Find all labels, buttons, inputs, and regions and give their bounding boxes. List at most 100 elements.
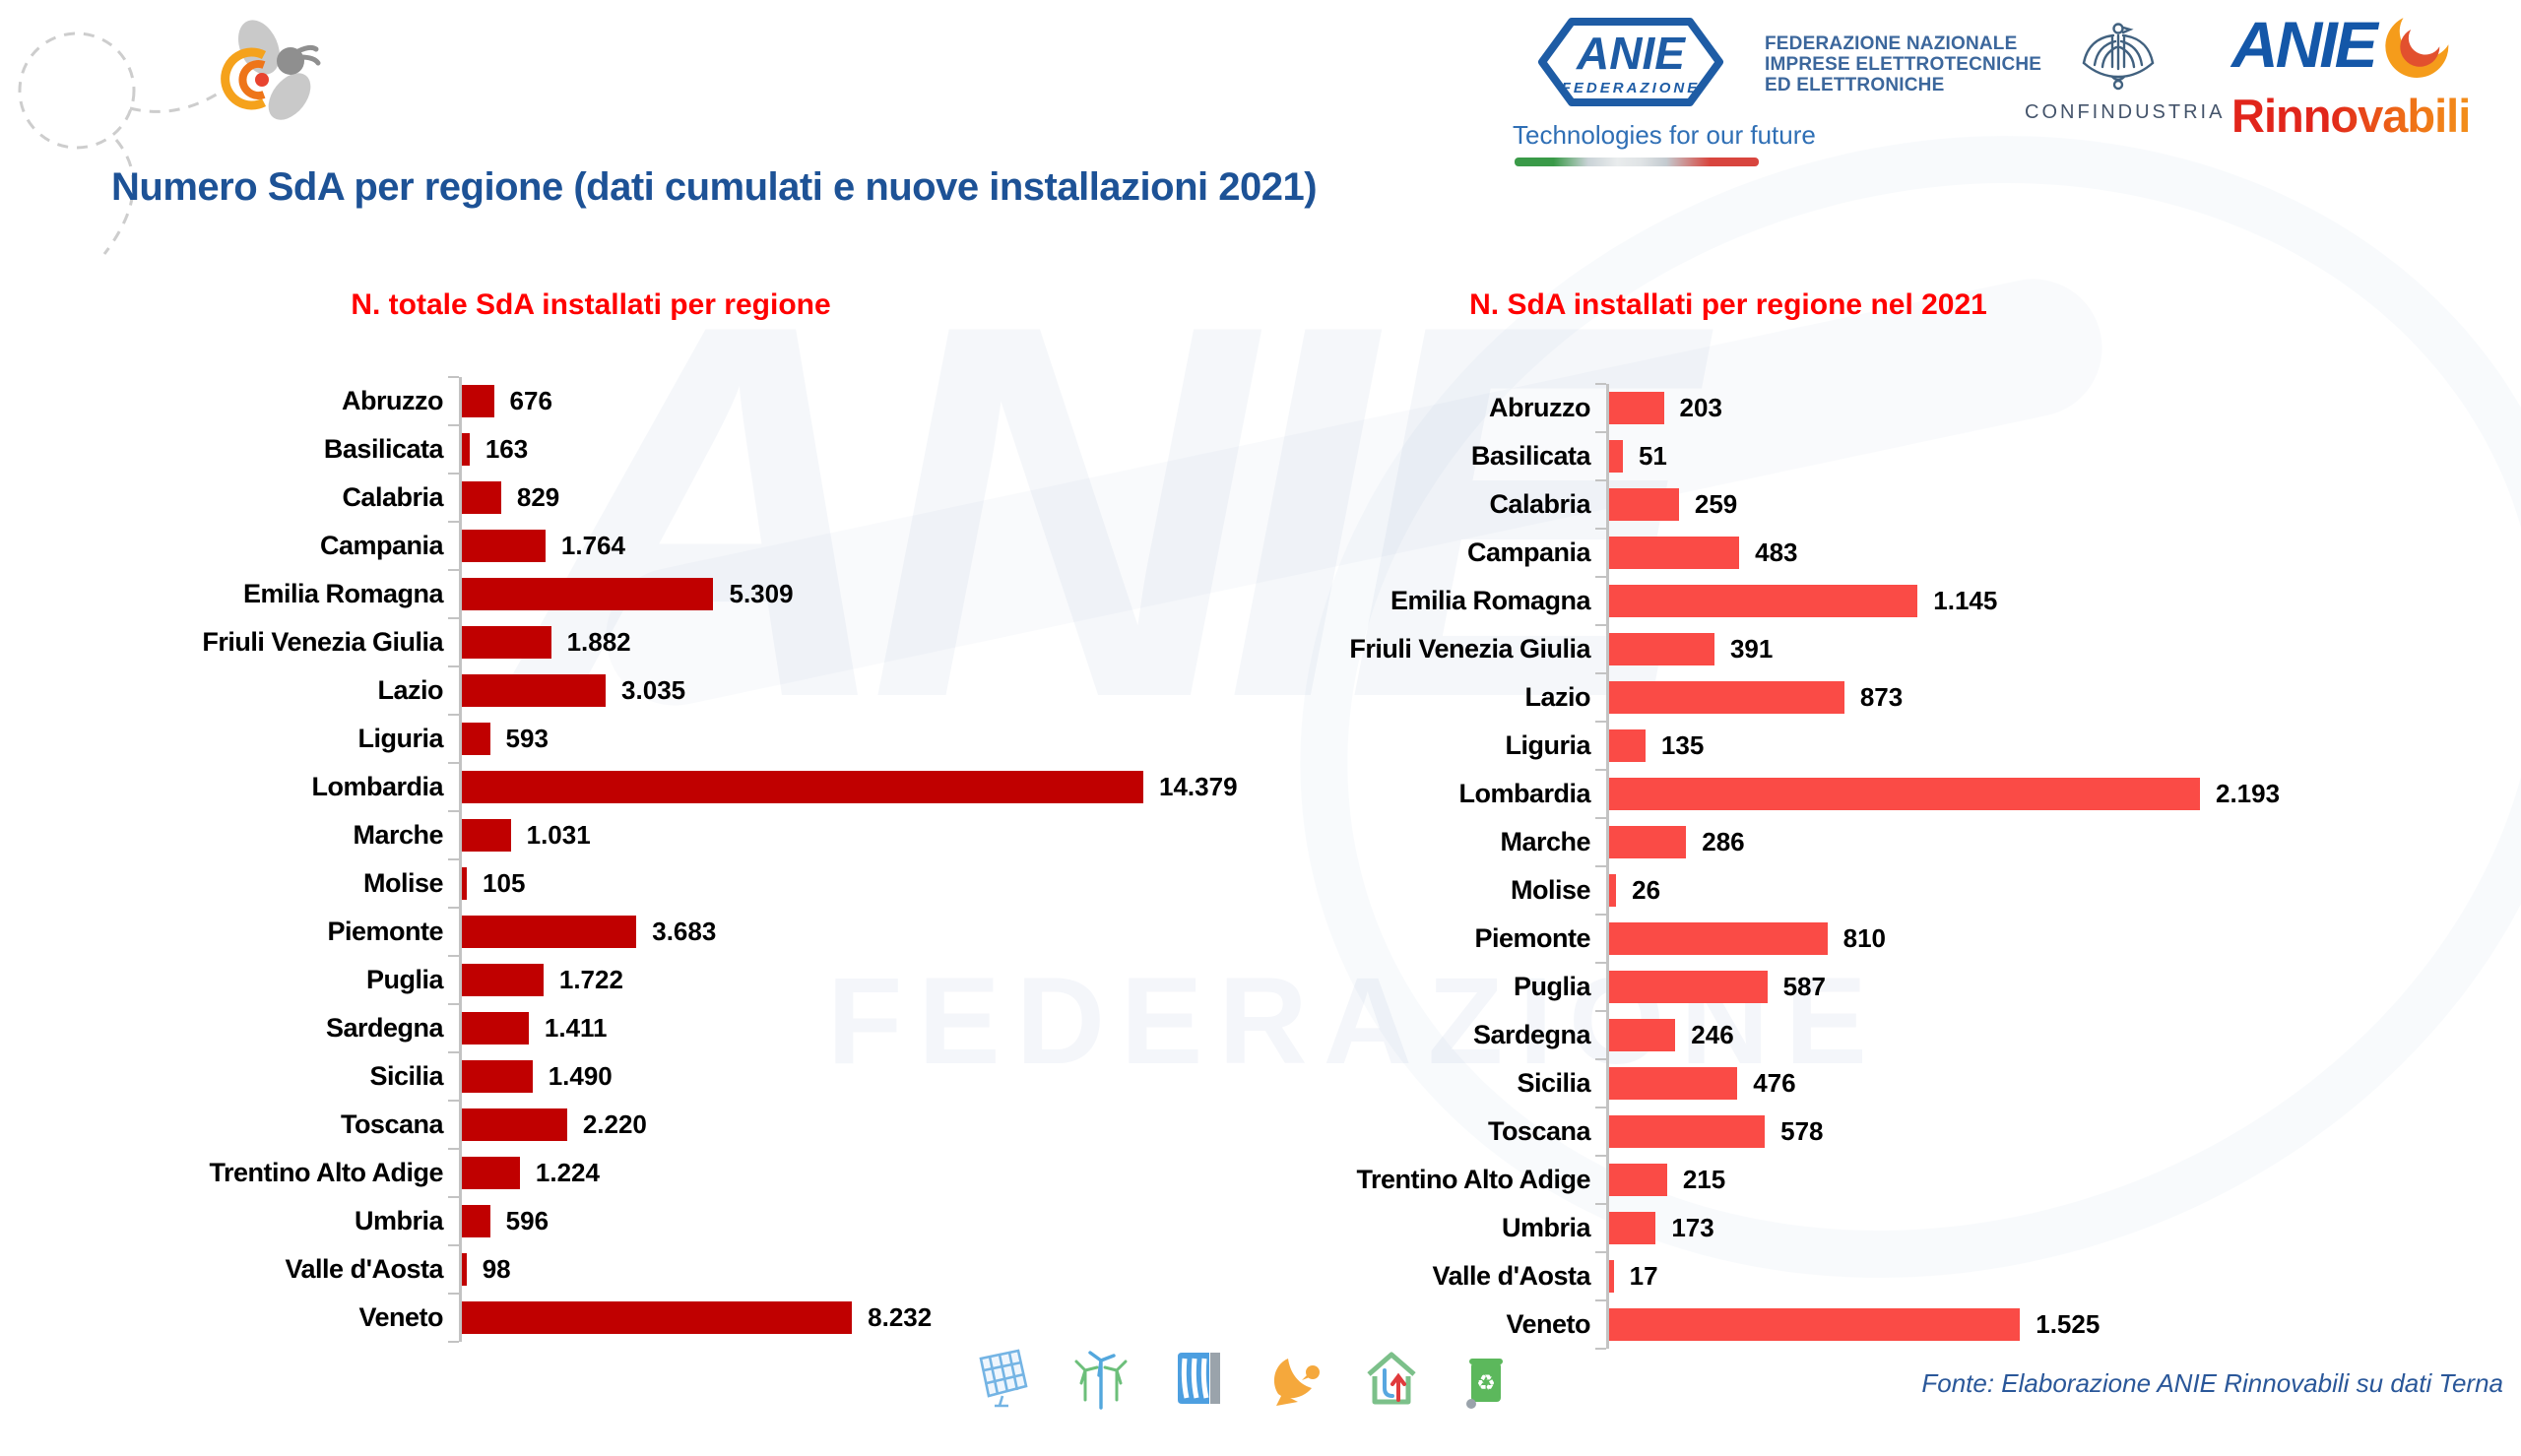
value-label: 135 [1660,730,1705,760]
rinnovabili-text: Rinnovabili [2231,93,2517,139]
value-label: 17 [1629,1261,1658,1291]
axis-tick [1595,576,1606,578]
anie-federazione-tagline: FEDERAZIONE NAZIONALE IMPRESE ELETTROTEC… [1765,33,2041,95]
bar [1609,1212,1656,1244]
category-label: Toscana [340,1109,444,1139]
anie-federazione-logo: ANIE FEDERAZIONE [1538,18,1723,106]
value-label: 676 [509,386,552,415]
axis-tick [1595,1107,1606,1108]
axis-tick [448,569,459,571]
category-label: Toscana [1487,1116,1591,1146]
bar [1609,1019,1676,1051]
value-label: 1.882 [566,627,631,657]
value-label: 483 [1755,538,1798,567]
chart-cumulative: Abruzzo 676 Basilicata 163 Calabria 829 Campan… [148,376,1238,1343]
value-label: 1.224 [535,1158,600,1187]
value-label: 2.220 [582,1109,647,1139]
chart-row: Emilia Romagna 5.309 [148,569,1143,618]
axis-tick [448,1100,459,1102]
source-note: Fonte: Elaborazione ANIE Rinnovabili su … [1921,1368,2503,1398]
chart-row: Toscana 578 [1295,1107,2200,1156]
category-label: Puglia [1513,972,1591,1001]
bar [1609,1164,1667,1196]
axis-tick [448,1148,459,1150]
category-label: Puglia [365,965,444,994]
renewables-icon-strip: ♻ [973,1343,1507,1410]
chart-row: Veneto 1.525 [1295,1299,2200,1350]
bar [1609,729,1646,762]
chart-row: Liguria 593 [148,714,1143,763]
axis-tick [1595,479,1606,481]
rinnovabili-crescent-icon [2385,18,2448,78]
bar [462,1301,853,1334]
value-label: 593 [505,724,549,753]
bar [462,1205,490,1237]
recycle-bin-icon: ♻ [1466,1359,1503,1409]
axis-tick [448,858,459,860]
chart-row: Sicilia 476 [1295,1058,2200,1108]
chart-row: Veneto 8.232 [148,1293,1143,1343]
heat-pump-house-icon [1367,1352,1416,1405]
bar [1609,1115,1766,1148]
axis-tick [1595,962,1606,964]
axis-tick [448,762,459,764]
value-label: 587 [1782,972,1826,1001]
category-label: Lombardia [1458,779,1590,808]
category-label: Sardegna [325,1013,444,1043]
axis-tick [1595,721,1606,723]
axis-tick [448,810,459,812]
value-label: 105 [483,868,526,898]
axis-tick [448,1051,459,1053]
chart-row: Piemonte 3.683 [148,907,1143,956]
chart-rows: Abruzzo 203 Basilicata 51 Calabria 259 Campani… [1295,383,2280,1350]
chart-row: Campania 1.764 [148,521,1143,570]
axis-tick [1595,1058,1606,1060]
bar [462,530,546,562]
bee-flight-path-graphic [18,20,321,255]
axis-tick [1595,865,1606,867]
value-label: 391 [1729,634,1774,664]
dashed-trail-to-bee [129,89,224,113]
anie-rinnovabili-logo: ANIE Rinnovabili [2231,12,2517,139]
chart-row: Valle d'Aosta 98 [148,1244,1143,1294]
chart-row: Molise 105 [148,858,1143,908]
category-label: Calabria [342,482,443,512]
axis-tick [448,376,459,378]
bar [462,1253,467,1286]
value-label: 3.683 [652,917,717,946]
chart-row: Abruzzo 203 [1295,383,2200,432]
chart-row: Sardegna 246 [1295,1010,2200,1059]
chart-row: Calabria 829 [148,473,1143,522]
chart-row: Basilicata 163 [148,424,1143,474]
confindustria-label: CONFINDUSTRIA [2025,101,2226,123]
chart-rows: Abruzzo 676 Basilicata 163 Calabria 829 Campan… [148,376,1238,1343]
chart-row: Emilia Romagna 1.145 [1295,576,2200,625]
axis-tick [1595,672,1606,674]
bar [1609,1308,2021,1341]
axis-tick [1595,1155,1606,1157]
bar [1609,1260,1614,1293]
axis-tick [1595,1251,1606,1253]
value-label: 1.411 [544,1013,608,1043]
chart-title-2021: N. SdA installati per regione nel 2021 [1469,288,1987,321]
chart-row: Marche 286 [1295,817,2200,866]
chart-row: Lombardia 2.193 [1295,769,2280,818]
bar [462,385,494,417]
chart-row: Piemonte 810 [1295,914,2200,963]
axis-tick [1595,914,1606,916]
axis-tick [1595,624,1606,626]
chart-row: Molise 26 [1295,865,2200,915]
anie-slogan: Technologies for our future [1513,120,1816,150]
category-label: Calabria [1489,489,1590,519]
value-label: 1.764 [560,531,625,560]
category-label: Campania [319,531,444,560]
chart-row: Valle d'Aosta 17 [1295,1251,2200,1300]
solar-thermal-icon [1273,1359,1320,1406]
bee-icon [221,20,321,120]
bar [1609,633,1714,665]
category-label: Molise [1510,875,1591,905]
axis-tick [448,955,459,957]
category-label: Umbria [354,1206,444,1235]
bar [1609,681,1844,714]
chart-row: Lombardia 14.379 [148,762,1238,811]
